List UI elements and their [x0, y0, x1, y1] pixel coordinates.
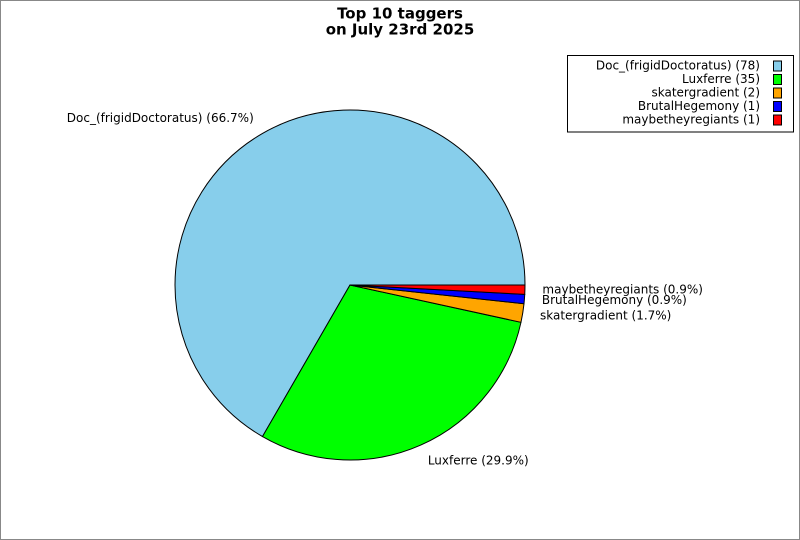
chart-title: on July 23rd 2025 — [326, 21, 475, 39]
legend-label: maybetheyregiants (1) — [622, 113, 760, 127]
legend-swatch — [773, 74, 782, 85]
legend-label: skatergradient (2) — [651, 86, 760, 100]
legend-box — [567, 55, 794, 133]
slice-label: Doc_(frigidDoctoratus) (66.7%) — [67, 111, 254, 125]
legend-swatch — [773, 114, 782, 126]
slice-label: BrutalHegemony (0.9%) — [542, 293, 687, 307]
slice-label: Luxferre (29.9%) — [428, 454, 529, 468]
legend-label: Doc_(frigidDoctoratus) (78) — [596, 59, 760, 73]
pie-slice — [261, 284, 522, 461]
slice-label: skatergradient (1.7%) — [540, 308, 671, 322]
pie-slice — [349, 284, 526, 295]
legend-swatch — [773, 101, 782, 112]
pie-slice — [174, 109, 526, 438]
slice-label: maybetheyregiants (0.9%) — [542, 283, 703, 297]
legend-label: Luxferre (35) — [682, 72, 760, 86]
legend-swatch — [773, 87, 782, 99]
legend-label: BrutalHegemony (1) — [638, 99, 760, 113]
chart-title: Top 10 taggers — [337, 5, 463, 23]
legend-swatch — [773, 60, 782, 72]
